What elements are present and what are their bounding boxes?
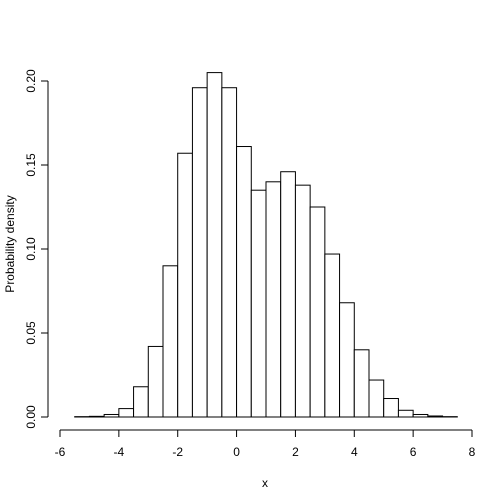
x-tick-label: -2 <box>172 445 183 459</box>
histogram-bar <box>265 181 282 418</box>
y-axis-label: Probability density <box>3 195 17 292</box>
histogram-bar <box>397 409 414 418</box>
x-tick-label: 6 <box>410 445 417 459</box>
x-tick-label: 0 <box>233 445 240 459</box>
histogram-bar <box>294 184 311 418</box>
bars-group <box>74 72 458 418</box>
histogram-bar <box>280 171 296 418</box>
x-tick-label: 8 <box>469 445 476 459</box>
histogram-bar <box>250 189 267 418</box>
histogram-bar <box>353 349 370 418</box>
histogram-bar <box>88 415 105 418</box>
histogram-bar <box>309 206 326 418</box>
histogram-bar <box>103 413 120 418</box>
histogram-bar <box>427 415 444 418</box>
histogram-bar <box>206 72 223 418</box>
y-tick-label: 0.10 <box>24 237 38 261</box>
y-tick-label: 0.05 <box>24 321 38 345</box>
x-tick-label: 4 <box>351 445 358 459</box>
histogram-bar <box>339 302 355 418</box>
histogram-bar <box>118 408 135 418</box>
y-tick-label: 0.00 <box>24 405 38 429</box>
histogram-bar <box>383 398 399 418</box>
histogram-bar <box>191 87 208 418</box>
x-axis-label: x <box>262 476 268 490</box>
histogram-bar <box>147 345 164 418</box>
x-tick-label: -6 <box>55 445 66 459</box>
y-tick-label: 0.15 <box>24 153 38 177</box>
histogram-bar <box>236 146 252 418</box>
histogram-bar <box>412 413 429 418</box>
y-axis: 0.00 0.05 0.10 0.15 0.20 <box>24 69 49 429</box>
x-tick-label: 2 <box>292 445 299 459</box>
histogram-bar <box>177 152 193 418</box>
histogram-bar <box>162 265 179 418</box>
histogram-bar <box>368 379 385 418</box>
x-tick-label: -4 <box>114 445 125 459</box>
histogram-bar <box>221 87 238 418</box>
histogram-bar <box>324 253 341 418</box>
x-axis: -6 -4 -2 0 2 4 6 8 <box>55 429 476 459</box>
histogram-bar <box>133 386 149 418</box>
y-tick-label: 0.20 <box>24 69 38 93</box>
